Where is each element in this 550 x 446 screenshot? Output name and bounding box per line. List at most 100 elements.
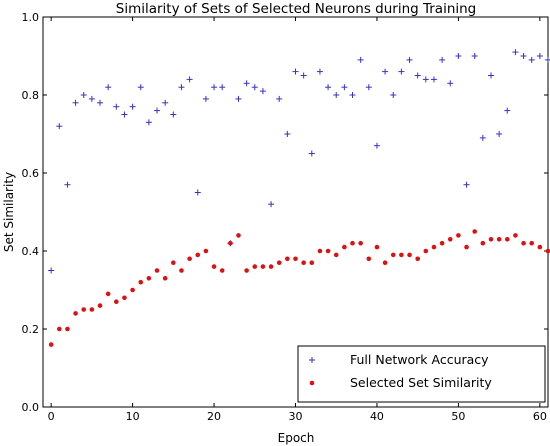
- data-point-dot: [309, 260, 315, 266]
- data-point-dot: [350, 240, 355, 246]
- data-point-dot: [122, 295, 127, 301]
- data-point-dot: [195, 252, 201, 258]
- data-point-dot: [358, 240, 363, 246]
- data-point-dot: [187, 256, 192, 262]
- data-point-dot: [309, 380, 315, 386]
- series-selected-set-similarity: [48, 229, 550, 347]
- data-point-plus: [496, 131, 503, 137]
- data-point-plus: [479, 134, 486, 141]
- data-point-dot: [488, 237, 494, 242]
- data-point-plus: [365, 84, 372, 91]
- data-point-plus: [341, 84, 348, 91]
- data-point-dot: [203, 248, 209, 254]
- data-point-dot: [513, 233, 518, 238]
- data-point-dot: [407, 252, 412, 258]
- data-point-dot: [293, 256, 298, 262]
- data-point-dot: [268, 264, 274, 269]
- legend-label-full-network-accuracy: Full Network Accuracy: [350, 352, 489, 367]
- data-point-plus: [504, 107, 511, 114]
- data-point-dot: [65, 326, 70, 332]
- data-point-dot: [342, 244, 347, 250]
- data-point-plus: [113, 103, 120, 110]
- data-point-dot: [236, 233, 241, 238]
- data-point-dot: [171, 260, 176, 266]
- data-point-plus: [487, 72, 494, 79]
- data-point-plus: [268, 201, 275, 208]
- legend-label-selected-set-similarity: Selected Set Similarity: [350, 375, 492, 390]
- x-tick-label: 50: [451, 410, 465, 423]
- data-point-dot: [162, 276, 168, 281]
- data-point-plus: [308, 150, 315, 157]
- y-tick-label: 0.4: [22, 245, 40, 258]
- data-point-plus: [439, 56, 446, 63]
- legend-marker-full-network-accuracy: [309, 357, 315, 363]
- data-point-plus: [390, 92, 397, 98]
- data-point-dot: [244, 268, 249, 273]
- data-point-plus: [48, 267, 55, 274]
- y-tick-label: 0.8: [22, 89, 40, 102]
- data-point-plus: [80, 92, 87, 98]
- data-point-dot: [285, 256, 290, 262]
- data-point-plus: [88, 95, 95, 102]
- x-tick-label: 30: [289, 410, 303, 423]
- plot-area: [42, 16, 549, 408]
- data-point-dot: [81, 307, 87, 312]
- data-point-dot: [545, 248, 550, 254]
- data-point-dot: [447, 237, 453, 242]
- data-point-dot: [105, 291, 111, 297]
- data-point-plus: [194, 189, 201, 196]
- data-point-plus: [414, 72, 421, 79]
- data-point-plus: [528, 56, 535, 63]
- data-point-plus: [545, 56, 550, 63]
- data-point-dot: [260, 264, 266, 269]
- data-point-plus: [219, 84, 226, 91]
- data-point-dot: [415, 256, 420, 262]
- data-point-dot: [276, 260, 282, 266]
- data-point-plus: [129, 103, 136, 110]
- data-point-plus: [349, 92, 356, 98]
- data-point-dot: [211, 264, 217, 269]
- legend-marker-selected-set-similarity: [309, 380, 315, 386]
- data-point-dot: [537, 244, 543, 250]
- data-point-plus: [72, 99, 79, 106]
- data-point-dot: [89, 307, 95, 312]
- y-tick-label: 1.0: [22, 11, 40, 24]
- data-point-dot: [390, 252, 396, 258]
- data-point-plus: [154, 107, 161, 114]
- chart-title: Similarity of Sets of Selected Neurons d…: [116, 1, 477, 17]
- data-point-dot: [252, 264, 258, 269]
- data-point-plus: [455, 53, 462, 59]
- data-point-plus: [382, 68, 389, 75]
- x-tick-label: 60: [533, 410, 547, 423]
- data-point-plus: [202, 95, 209, 102]
- data-point-dot: [382, 260, 388, 266]
- data-point-dot: [73, 311, 78, 316]
- data-point-plus: [373, 142, 380, 149]
- data-point-dot: [480, 240, 486, 246]
- x-tick-label: 20: [207, 410, 221, 423]
- data-point-plus: [259, 88, 266, 95]
- data-point-plus: [333, 92, 340, 98]
- data-point-plus: [422, 76, 429, 83]
- y-tick-label: 0.6: [22, 167, 40, 180]
- data-point-plus: [105, 84, 112, 91]
- data-point-dot: [317, 248, 323, 254]
- x-tick-label: 10: [126, 410, 140, 423]
- data-point-dot: [439, 240, 445, 246]
- data-point-plus: [520, 53, 527, 59]
- data-point-dot: [146, 276, 152, 281]
- legend-box: [297, 345, 546, 403]
- data-point-dot: [423, 248, 429, 254]
- data-point-dot: [504, 237, 510, 242]
- data-point-dot: [219, 268, 225, 273]
- data-point-plus: [406, 56, 413, 63]
- data-point-plus: [536, 53, 543, 59]
- data-point-plus: [276, 95, 283, 102]
- data-point-dot: [301, 260, 306, 266]
- data-point-dot: [374, 244, 380, 250]
- data-point-plus: [512, 49, 519, 56]
- data-point-plus: [64, 181, 71, 188]
- data-point-plus: [162, 99, 169, 106]
- data-point-plus: [186, 76, 193, 83]
